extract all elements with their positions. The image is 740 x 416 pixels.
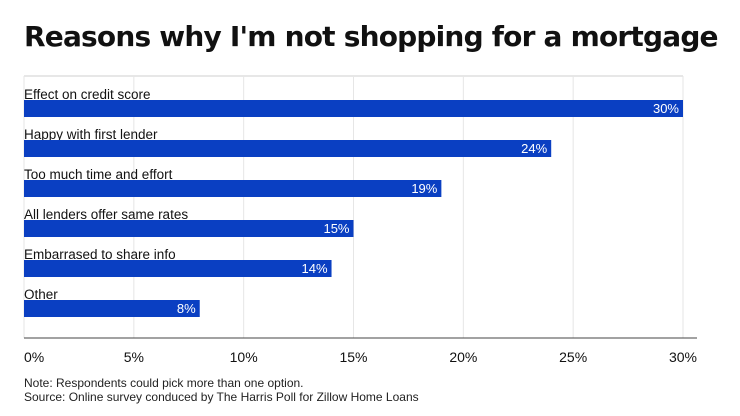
x-tick-label: 30% [669,349,697,365]
x-tick-label: 5% [124,349,144,365]
chart-title: Reasons why I'm not shopping for a mortg… [24,20,719,53]
footnote: Note: Respondents could pick more than o… [24,376,304,390]
bar-value-label: 15% [323,221,349,236]
category-label: Embarrased to share info [24,247,176,262]
bar-value-label: 30% [653,101,679,116]
bar [24,180,442,197]
x-tick-label: 15% [339,349,367,365]
bar-value-label: 24% [521,141,547,156]
bar [24,220,354,237]
bar-value-label: 8% [177,301,196,316]
bar [24,260,332,277]
source-note: Source: Online survey conduced by The Ha… [24,390,419,404]
x-tick-label: 20% [449,349,477,365]
category-label: Other [24,287,58,302]
bars: Effect on credit score 30% Happy with firs… [24,87,683,317]
category-label: Effect on credit score [24,87,151,102]
x-tick-label: 10% [230,349,258,365]
x-axis: 0% 5% 10% 15% 20% 25% 30% [24,337,697,365]
x-tick-label: 0% [24,349,44,365]
category-label: Happy with first lender [24,127,158,142]
category-label: Too much time and effort [24,167,173,182]
bar [24,140,552,157]
bar-value-label: 19% [411,181,437,196]
gridlines [23,75,684,338]
bar-value-label: 14% [302,261,328,276]
bar [24,100,683,117]
category-label: All lenders offer same rates [24,207,188,222]
x-tick-label: 25% [559,349,587,365]
bar [24,300,200,317]
